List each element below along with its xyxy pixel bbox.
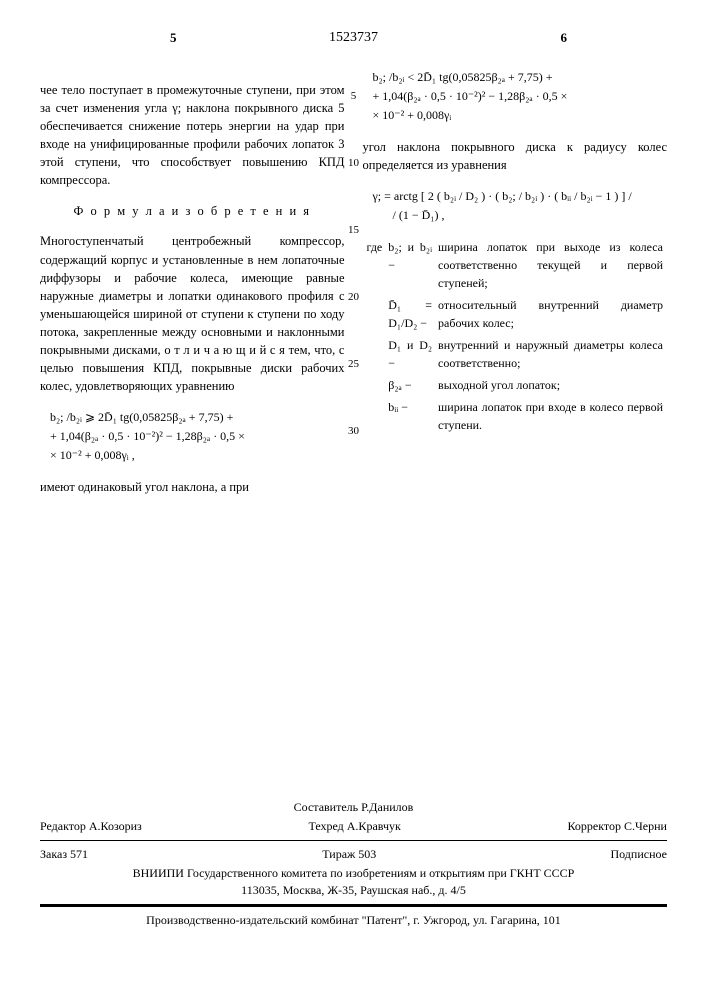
line-marker: 10 bbox=[344, 157, 364, 169]
line-marker: 20 bbox=[344, 291, 364, 303]
organization-line-2: 113035, Москва, Ж-35, Раушская наб., д. … bbox=[40, 883, 667, 898]
equation-line: b₂; /b₂ᵢ ⩾ 2D̄₁ tg(0,05825β₂ₐ + 7,75) + bbox=[50, 408, 345, 427]
paragraph: имеют одинаковый угол наклона, а при bbox=[40, 478, 345, 496]
page-number-right: 6 bbox=[561, 30, 568, 46]
paragraph: чее тело поступает в промежуточные ступе… bbox=[40, 81, 345, 190]
page: 5 1523737 6 5 10 15 20 25 30 чее тело по… bbox=[0, 0, 707, 1000]
compiler-line: Составитель Р.Данилов bbox=[40, 800, 667, 815]
equation-line: × 10⁻² + 0,008γᵢ bbox=[373, 106, 668, 125]
variable-description: относительный внутренний диаметр рабочих… bbox=[436, 295, 665, 333]
editor: Редактор А.Козориз bbox=[40, 819, 142, 834]
line-number-gutter: 5 10 15 20 25 30 bbox=[344, 90, 364, 492]
publisher-line: Производственно-издательский комбинат "П… bbox=[40, 913, 667, 928]
left-column: чее тело поступает в промежуточные ступе… bbox=[40, 68, 345, 509]
variable-symbol: b₂; и b₂ᵢ − bbox=[386, 237, 434, 293]
line-marker: 25 bbox=[344, 358, 364, 370]
order-row: Заказ 571 Тираж 503 Подписное bbox=[40, 845, 667, 864]
variable-description: выходной угол лопаток; bbox=[436, 375, 665, 395]
imprint-footer: Составитель Р.Данилов Редактор А.Козориз… bbox=[40, 798, 667, 930]
variable-row: bᵢᵢ − ширина лопаток при входе в колесо … bbox=[365, 397, 666, 435]
variable-description: ширина лопаток при выходе из колеса соот… bbox=[436, 237, 665, 293]
equation-line: b₂; /b₂ᵢ < 2D̄₁ tg(0,05825β₂ₐ + 7,75) + bbox=[373, 68, 668, 87]
variable-description: внутренний и наружный диаметры колеса со… bbox=[436, 335, 665, 373]
equation-line: + 1,04(β₂ₐ · 0,5 · 10⁻²)² − 1,28β₂ₐ · 0,… bbox=[50, 427, 345, 446]
circulation: Тираж 503 bbox=[322, 847, 376, 862]
equation-line: / (1 − D̄₁) , bbox=[393, 206, 668, 225]
line-marker: 30 bbox=[344, 425, 364, 437]
equation-block: b₂; /b₂ᵢ ⩾ 2D̄₁ tg(0,05825β₂ₐ + 7,75) + … bbox=[50, 408, 345, 466]
equation-line: + 1,04(β₂ₐ · 0,5 · 10⁻²)² − 1,28β₂ₐ · 0,… bbox=[373, 87, 668, 106]
equation-block: γ; = arctg [ 2 ( b₂ᵢ / D₂ ) · ( b₂; / b₂… bbox=[373, 187, 668, 225]
variable-symbol: D̄₁ = D₁/D₂ − bbox=[386, 295, 434, 333]
formula-of-invention-title: Ф о р м у л а и з о б р е т е н и я bbox=[40, 202, 345, 220]
variable-symbol: bᵢᵢ − bbox=[386, 397, 434, 435]
equation-line: × 10⁻² + 0,008γᵢ , bbox=[50, 446, 345, 465]
order-number: Заказ 571 bbox=[40, 847, 88, 862]
paragraph: Многоступенчатый центробежный компрессор… bbox=[40, 232, 345, 395]
variable-row: β₂ₐ − выходной угол лопаток; bbox=[365, 375, 666, 395]
paragraph: угол наклона покрывного диска к радиусу … bbox=[363, 138, 668, 174]
right-column: b₂; /b₂ᵢ < 2D̄₁ tg(0,05825β₂ₐ + 7,75) + … bbox=[363, 68, 668, 509]
page-header: 5 1523737 6 bbox=[40, 30, 667, 60]
credits-row: Редактор А.Козориз Техред А.Кравчук Корр… bbox=[40, 817, 667, 836]
variable-row: D̄₁ = D₁/D₂ − относительный внутренний д… bbox=[365, 295, 666, 333]
page-number-left: 5 bbox=[170, 30, 177, 46]
variable-description: ширина лопаток при входе в колесо первой… bbox=[436, 397, 665, 435]
divider bbox=[40, 840, 667, 841]
corrector: Корректор С.Черни bbox=[568, 819, 667, 834]
organization-line-1: ВНИИПИ Государственного комитета по изоб… bbox=[40, 866, 667, 881]
document-number: 1523737 bbox=[329, 30, 378, 46]
equation-line: γ; = arctg [ 2 ( b₂ᵢ / D₂ ) · ( b₂; / b₂… bbox=[373, 187, 668, 206]
variable-symbol: β₂ₐ − bbox=[386, 375, 434, 395]
variable-definitions: где b₂; и b₂ᵢ − ширина лопаток при выход… bbox=[363, 235, 668, 437]
tech-editor: Техред А.Кравчук bbox=[308, 819, 400, 834]
variable-row: D₁ и D₂ − внутренний и наружный диаметры… bbox=[365, 335, 666, 373]
variable-symbol: D₁ и D₂ − bbox=[386, 335, 434, 373]
line-marker: 15 bbox=[344, 224, 364, 236]
line-marker: 5 bbox=[344, 90, 364, 102]
variable-row: где b₂; и b₂ᵢ − ширина лопаток при выход… bbox=[365, 237, 666, 293]
where-label: где bbox=[365, 237, 385, 293]
thick-divider bbox=[40, 904, 667, 907]
equation-block: b₂; /b₂ᵢ < 2D̄₁ tg(0,05825β₂ₐ + 7,75) + … bbox=[373, 68, 668, 126]
subscription: Подписное bbox=[610, 847, 667, 862]
